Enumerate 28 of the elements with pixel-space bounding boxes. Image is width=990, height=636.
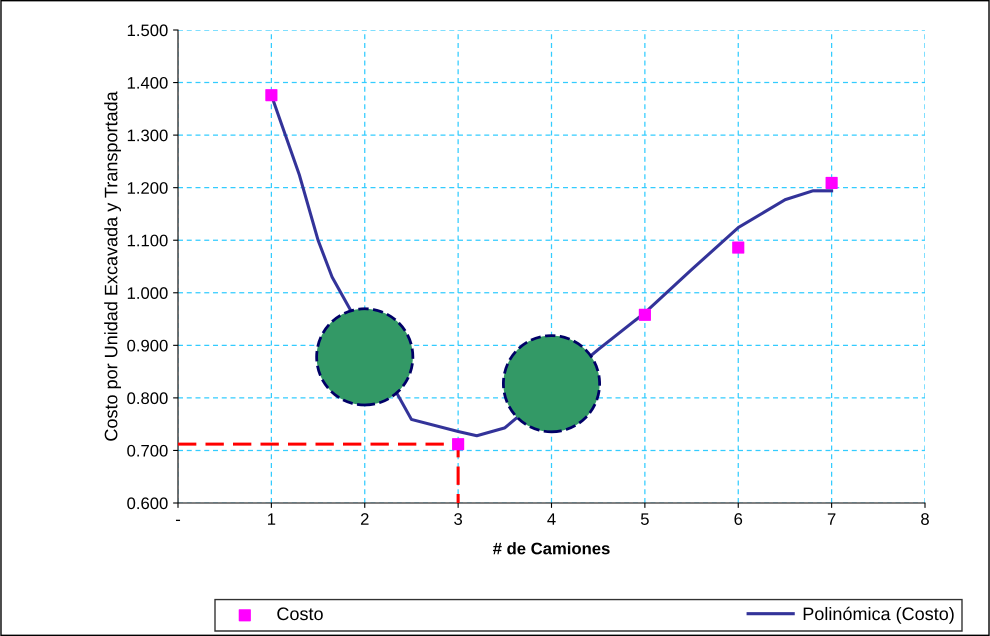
x-tick-label: 2 xyxy=(360,513,369,525)
y-tick-label: 1.100 xyxy=(128,234,168,246)
point xyxy=(265,89,278,102)
point xyxy=(826,176,838,190)
x-tick-label: 5 xyxy=(640,513,649,525)
legend-label: Costo xyxy=(277,607,323,620)
x-tick-label: 7 xyxy=(828,513,836,525)
y-tick-label: 1.500 xyxy=(128,24,168,36)
point xyxy=(452,438,464,450)
y-tick-label: 1.000 xyxy=(128,287,168,299)
y-tick-label: 0.800 xyxy=(127,392,168,404)
y-tick-label: 0.700 xyxy=(127,444,168,457)
x-tick-label: 3 xyxy=(454,513,462,525)
y-tick-label: 0.900 xyxy=(127,340,168,352)
x-tick-label: 8 xyxy=(921,513,929,525)
y-axis-title: Costo por Unidad Excavada y Transportada xyxy=(104,91,122,441)
x-tick-label: 4 xyxy=(547,513,556,525)
y-tick-label: 0.600 xyxy=(127,497,168,510)
y-tick-label: 1.300 xyxy=(128,130,168,142)
y-tick-label: 1.400 xyxy=(128,76,168,89)
x-tick-label: - xyxy=(176,520,180,522)
x-tick-label: 1 xyxy=(268,513,276,525)
x-axis-title: # de Camiones xyxy=(492,542,610,554)
point xyxy=(732,242,744,254)
y-tick-label: 1.200 xyxy=(128,182,168,194)
legend-label: Polinómica (Costo) xyxy=(804,606,954,624)
point xyxy=(638,308,651,321)
x-tick-label: 6 xyxy=(734,513,742,525)
